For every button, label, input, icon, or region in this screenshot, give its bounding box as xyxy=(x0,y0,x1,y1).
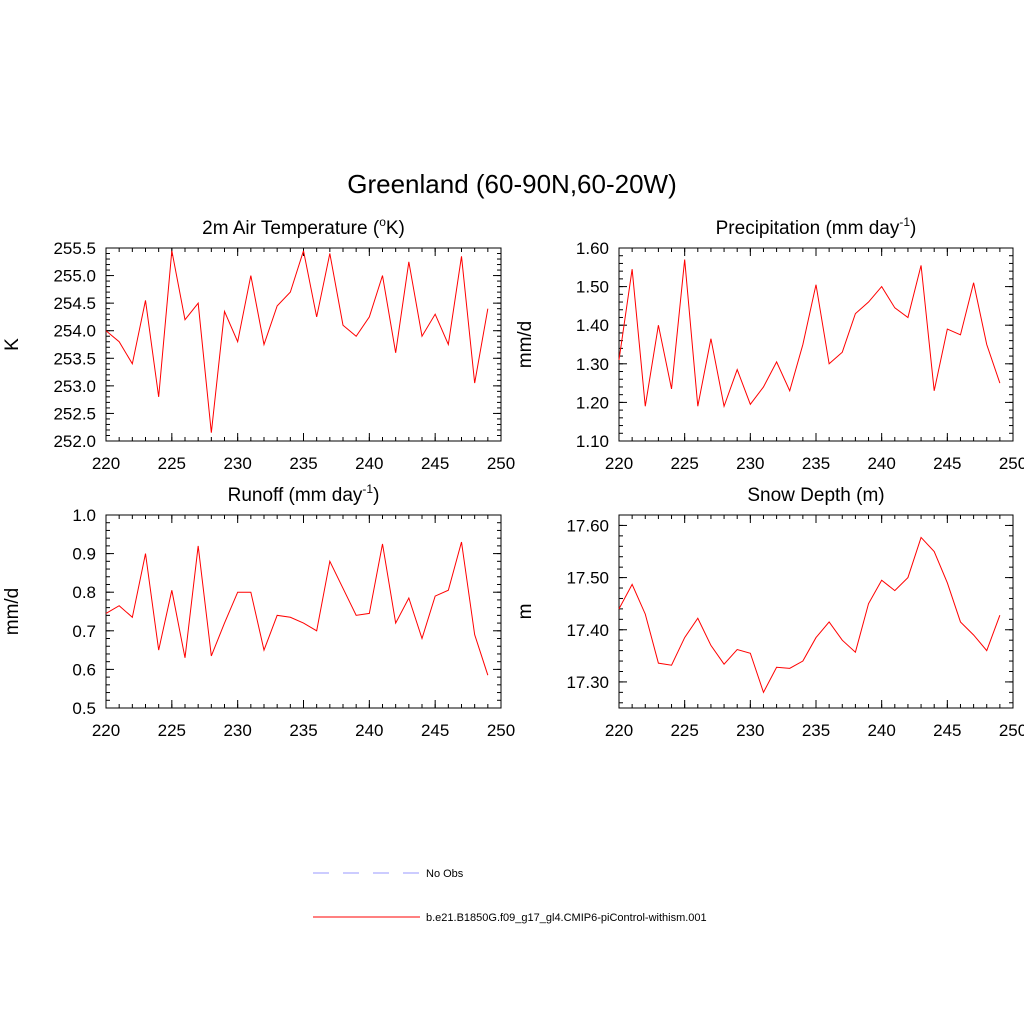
y-tick-label: 252.5 xyxy=(53,404,96,423)
panel-title-superscript: o xyxy=(379,215,386,229)
y-tick-label: 17.40 xyxy=(566,621,609,640)
legend: No Obs b.e21.B1850G.f09_g17_gl4.CMIP6-pi… xyxy=(313,868,707,924)
y-axis-label: mm/d xyxy=(2,588,23,636)
panel-precipitation: 220 225 230 235 240 245 250 1.10 1.20 1.30 1.40 1.5… xyxy=(515,215,1024,473)
y-tick-label: 1.10 xyxy=(576,432,609,451)
panel-title: Snow Depth (m) xyxy=(747,485,884,506)
panel-title: 2m Air Temperature (oK) xyxy=(202,215,405,239)
x-tick-label: 240 xyxy=(867,454,895,473)
panel-title-main: Runoff (mm day xyxy=(228,485,363,506)
y-tick-label: 1.20 xyxy=(576,393,609,412)
y-axis-label: mm/d xyxy=(515,321,536,369)
x-tick-label: 220 xyxy=(92,454,120,473)
x-tick-label: 225 xyxy=(670,721,698,740)
y-tick-label: 0.6 xyxy=(72,660,96,679)
legend-label-no-obs: No Obs xyxy=(426,868,464,880)
x-tick-label: 235 xyxy=(802,721,830,740)
panel-title-end: ) xyxy=(373,485,379,506)
series-line xyxy=(618,536,1001,694)
y-tick-label: 1.30 xyxy=(576,355,609,374)
x-tick-label: 220 xyxy=(605,454,633,473)
y-tick-label: 252.0 xyxy=(53,432,96,451)
main-title: Greenland (60-90N,60-20W) xyxy=(347,169,677,199)
y-tick-label: 0.8 xyxy=(72,583,96,602)
panel-air-temperature: 220 225 230 235 240 245 250 252.0 252.5 253.0 253.… xyxy=(2,215,515,473)
y-axis-label: K xyxy=(2,338,23,351)
y-tick-label: 1.0 xyxy=(72,506,96,525)
x-tick-label: 230 xyxy=(736,454,764,473)
y-tick-label: 1.50 xyxy=(576,278,609,297)
panel-title-main: Snow Depth (m) xyxy=(747,485,884,506)
x-tick-label: 230 xyxy=(223,454,251,473)
x-tick-label: 235 xyxy=(289,454,317,473)
x-tick-label: 235 xyxy=(289,721,317,740)
series-line xyxy=(105,250,489,433)
x-tick-label: 235 xyxy=(802,454,830,473)
x-tick-label: 250 xyxy=(999,721,1024,740)
x-tick-label: 250 xyxy=(487,454,515,473)
x-tick-label: 250 xyxy=(999,454,1024,473)
y-tick-label: 253.5 xyxy=(53,349,96,368)
panel-title: Runoff (mm day-1) xyxy=(228,482,380,506)
x-tick-label: 240 xyxy=(867,721,895,740)
x-tick-label: 225 xyxy=(158,454,186,473)
x-tick-label: 245 xyxy=(933,454,961,473)
y-tick-label: 17.60 xyxy=(566,516,609,535)
y-tick-label: 255.0 xyxy=(53,267,96,286)
series-line xyxy=(618,259,1001,409)
y-tick-label: 0.9 xyxy=(72,545,96,564)
panel-snow-depth: 220 225 230 235 240 245 250 17.30 17.40 17.50 17.6… xyxy=(515,485,1024,740)
x-tick-label: 220 xyxy=(605,721,633,740)
x-tick-label: 225 xyxy=(670,454,698,473)
panel-title-end: K) xyxy=(386,218,405,239)
panel-title-end: ) xyxy=(910,218,916,239)
x-tick-label: 220 xyxy=(92,721,120,740)
x-tick-label: 230 xyxy=(736,721,764,740)
legend-label-model: b.e21.B1850G.f09_g17_gl4.CMIP6-piControl… xyxy=(426,912,707,924)
y-tick-label: 1.60 xyxy=(576,239,609,258)
x-tick-label: 245 xyxy=(933,721,961,740)
y-tick-label: 255.5 xyxy=(53,239,96,258)
x-tick-label: 250 xyxy=(487,721,515,740)
y-tick-label: 17.50 xyxy=(566,569,609,588)
y-tick-label: 254.5 xyxy=(53,294,96,313)
y-tick-label: 253.0 xyxy=(53,377,96,396)
panel-title-main: Precipitation (mm day xyxy=(716,218,900,239)
y-tick-label: 0.7 xyxy=(72,622,96,641)
panel-title-superscript: -1 xyxy=(362,482,373,496)
x-tick-label: 240 xyxy=(355,721,383,740)
x-tick-label: 230 xyxy=(223,721,251,740)
y-axis-label: m xyxy=(515,604,536,620)
x-tick-label: 245 xyxy=(421,454,449,473)
panel-runoff: 220 225 230 235 240 245 250 0.5 0.6 0.7 0.8 0.9 1.0 m… xyxy=(2,482,515,740)
x-tick-label: 225 xyxy=(158,721,186,740)
x-tick-label: 245 xyxy=(421,721,449,740)
panel-title-superscript: -1 xyxy=(899,215,910,229)
panel-title: Precipitation (mm day-1) xyxy=(716,215,917,239)
panel-title-main: 2m Air Temperature ( xyxy=(202,218,380,239)
series-line xyxy=(105,541,489,676)
y-tick-label: 1.40 xyxy=(576,316,609,335)
y-tick-label: 17.30 xyxy=(566,673,609,692)
x-tick-label: 240 xyxy=(355,454,383,473)
y-tick-label: 254.0 xyxy=(53,322,96,341)
y-tick-label: 0.5 xyxy=(72,699,96,718)
